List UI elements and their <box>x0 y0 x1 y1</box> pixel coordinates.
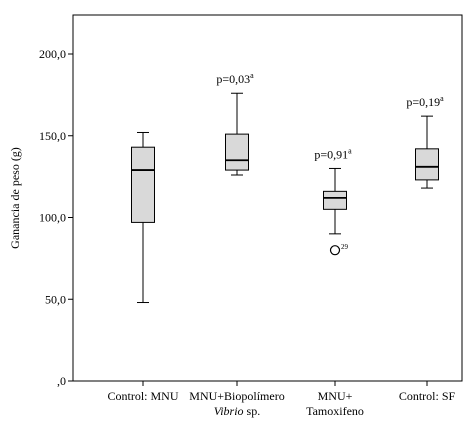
category-label-italic: Vibrio <box>214 404 244 418</box>
p-value-text: p=0,91 <box>314 147 348 161</box>
outlier-point <box>329 245 341 256</box>
y-tick-label: 150,0 <box>39 129 66 143</box>
p-value-annotation: p=0,03a <box>216 71 254 86</box>
iqr-box <box>225 133 249 171</box>
category-label-rest: sp. <box>244 404 261 418</box>
y-tick-label: 50,0 <box>45 292 66 306</box>
category-label: MNU+Biopolímero <box>189 389 284 403</box>
category-label: MNU+ <box>318 389 353 403</box>
iqr-box <box>131 146 155 223</box>
p-value-annotation: p=0,19a <box>406 94 444 109</box>
p-value-superscript: a <box>250 71 254 80</box>
p-value-text: p=0,03 <box>216 72 250 86</box>
p-value-superscript: a <box>440 94 444 103</box>
iqr-box <box>415 148 439 181</box>
plot-frame <box>72 14 463 382</box>
box-group <box>131 131 155 304</box>
y-axis-ticks: ,0 50,0 100,0 150,0 200,0 <box>39 47 73 388</box>
box-group: p=0,03a <box>216 71 254 176</box>
category-label-line2: Vibrio sp. <box>214 404 260 418</box>
category-label: Control: MNU <box>107 389 178 403</box>
y-tick-label: 200,0 <box>39 47 66 61</box>
outlier-label: 29 <box>341 243 349 251</box>
box-group: p=0,19a <box>406 94 444 189</box>
y-tick-label: ,0 <box>57 374 66 388</box>
p-value-superscript: a <box>348 146 352 155</box>
p-value-annotation: p=0,91a <box>314 146 352 161</box>
category-label-line2: Tamoxifeno <box>306 404 364 418</box>
iqr-box <box>323 190 347 210</box>
p-value-text: p=0,19 <box>406 95 440 109</box>
category-label-rest: Tamoxifeno <box>306 404 364 418</box>
category-label: Control: SF <box>399 389 456 403</box>
box-group: 29 p=0,91a <box>314 146 352 256</box>
y-axis-label: Ganancia de peso (g) <box>8 147 22 249</box>
y-tick-label: 100,0 <box>39 211 66 225</box>
